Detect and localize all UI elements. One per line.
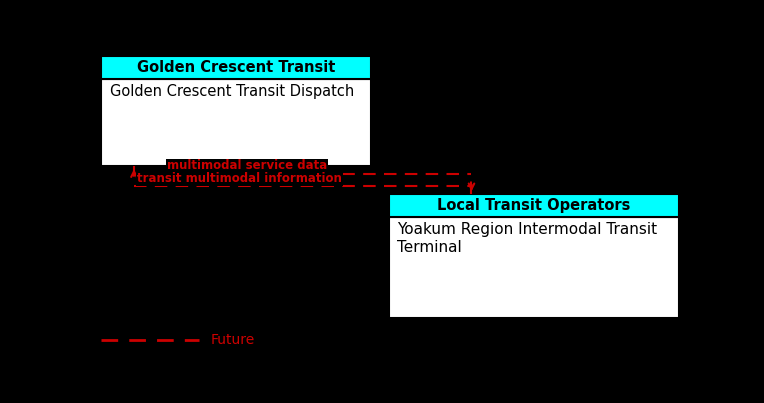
Text: transit multimodal information: transit multimodal information bbox=[137, 172, 342, 185]
Text: Local Transit Operators: Local Transit Operators bbox=[437, 198, 630, 213]
Text: Yoakum Region Intermodal Transit
Terminal: Yoakum Region Intermodal Transit Termina… bbox=[397, 222, 658, 255]
Bar bbox=[102, 79, 371, 166]
Text: multimodal service data: multimodal service data bbox=[167, 160, 327, 172]
Bar bbox=[389, 194, 678, 218]
Bar bbox=[102, 56, 371, 79]
Text: Golden Crescent Transit Dispatch: Golden Crescent Transit Dispatch bbox=[110, 84, 354, 99]
Text: Future: Future bbox=[211, 333, 255, 347]
Text: Golden Crescent Transit: Golden Crescent Transit bbox=[137, 60, 335, 75]
Bar bbox=[389, 218, 678, 318]
